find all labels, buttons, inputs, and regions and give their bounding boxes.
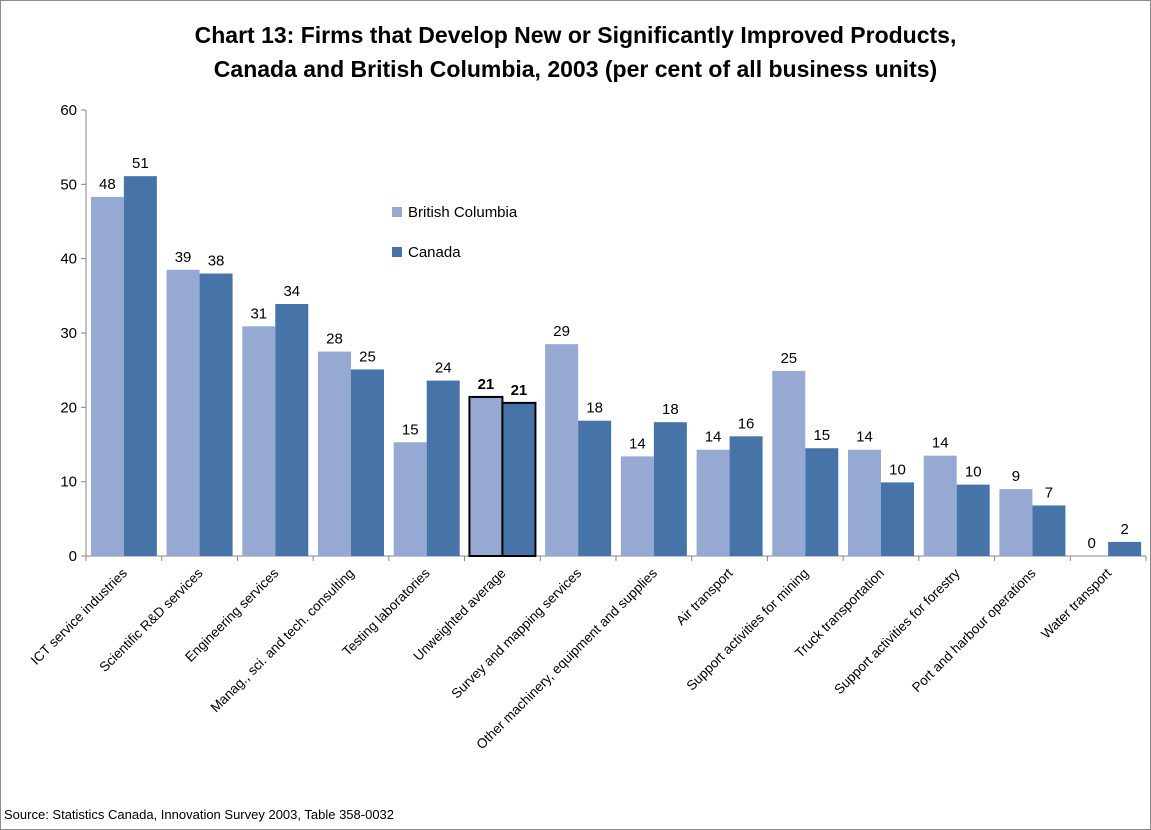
data-label: 15: [402, 421, 419, 438]
y-tick-label: 60: [60, 102, 77, 119]
data-label: 14: [629, 435, 646, 452]
bar-canada: [653, 422, 687, 556]
bar-canada: [426, 380, 460, 556]
bar-british-columbia: [923, 455, 957, 556]
bar-canada: [578, 420, 612, 556]
y-tick-label: 50: [60, 176, 77, 193]
data-label: 14: [705, 429, 722, 446]
legend-label: British Columbia: [408, 204, 518, 221]
y-tick-label: 20: [60, 399, 77, 416]
y-tick-label: 10: [60, 474, 77, 491]
bar-british-columbia: [393, 442, 427, 556]
bar-british-columbia: [999, 489, 1033, 556]
bar-canada: [351, 369, 384, 556]
legend-swatch: [392, 247, 402, 257]
legend-swatch: [392, 207, 402, 217]
data-label: 28: [326, 331, 343, 348]
data-label: 29: [553, 323, 570, 340]
bar-canada: [275, 304, 309, 556]
data-label: 34: [283, 283, 300, 300]
data-label: 9: [1012, 468, 1020, 485]
data-label: 18: [586, 400, 603, 417]
bar-british-columbia: [242, 326, 276, 556]
data-label: 14: [856, 429, 873, 446]
data-label: 39: [175, 249, 192, 266]
data-label: 16: [738, 415, 755, 432]
data-label: 38: [208, 253, 225, 270]
data-label: 7: [1045, 484, 1053, 501]
y-tick-label: 40: [60, 251, 77, 268]
bar-british-columbia: [468, 395, 504, 557]
category-label: Air transport: [673, 565, 736, 628]
bar-canada: [881, 482, 914, 556]
data-label: 21: [511, 382, 528, 399]
bar-british-columbia: [318, 351, 351, 556]
bar-canada: [199, 273, 233, 556]
category-label: Manag., sci. and tech. consulting: [207, 566, 357, 716]
bar-canada: [729, 436, 763, 556]
bar-canada: [123, 176, 157, 556]
category-label: Support activities for mining: [684, 566, 812, 694]
bar-canada: [501, 401, 537, 557]
chart-legend: British Columbia Canada: [392, 204, 518, 261]
category-label: Port and harbour operations: [909, 565, 1039, 695]
bar-canada: [1108, 541, 1142, 556]
data-label: 18: [662, 401, 679, 418]
data-label: 48: [99, 176, 116, 193]
bar-british-columbia: [696, 449, 730, 556]
data-label: 21: [478, 376, 495, 393]
bar-british-columbia: [166, 269, 200, 556]
y-tick-label: 30: [60, 325, 77, 342]
legend-label: Canada: [408, 244, 461, 261]
category-label: Water transport: [1038, 565, 1114, 641]
bar-british-columbia: [90, 196, 124, 556]
bar-british-columbia: [545, 344, 579, 556]
y-tick-label: 0: [69, 548, 77, 565]
data-label: 0: [1087, 535, 1095, 552]
data-label: 51: [132, 155, 149, 172]
chart-title-line-2: Canada and British Columbia, 2003 (per c…: [213, 56, 938, 82]
data-label: 25: [780, 350, 797, 367]
category-label: Survey and mapping services: [448, 565, 584, 701]
data-label: 10: [889, 461, 906, 478]
data-label: 24: [435, 360, 452, 377]
chart-bars: [90, 176, 1142, 557]
chart-title: Chart 13: Firms that Develop New or Sign…: [0, 18, 1151, 86]
data-label: 31: [250, 305, 267, 322]
chart-title-line-1: Chart 13: Firms that Develop New or Sign…: [194, 22, 957, 48]
data-label: 10: [965, 464, 982, 481]
data-label: 15: [813, 427, 830, 444]
bar-canada: [805, 448, 839, 556]
category-label: Support activities for forestry: [831, 565, 963, 697]
bar-canada: [956, 484, 990, 556]
data-label: 2: [1120, 521, 1128, 538]
bar-british-columbia: [848, 449, 881, 556]
source-note: Source: Statistics Canada, Innovation Su…: [4, 807, 395, 822]
data-label: 25: [359, 348, 376, 365]
data-label: 14: [932, 435, 949, 452]
bar-canada: [1032, 505, 1066, 556]
bar-british-columbia: [620, 456, 654, 556]
bar-british-columbia: [772, 370, 806, 556]
